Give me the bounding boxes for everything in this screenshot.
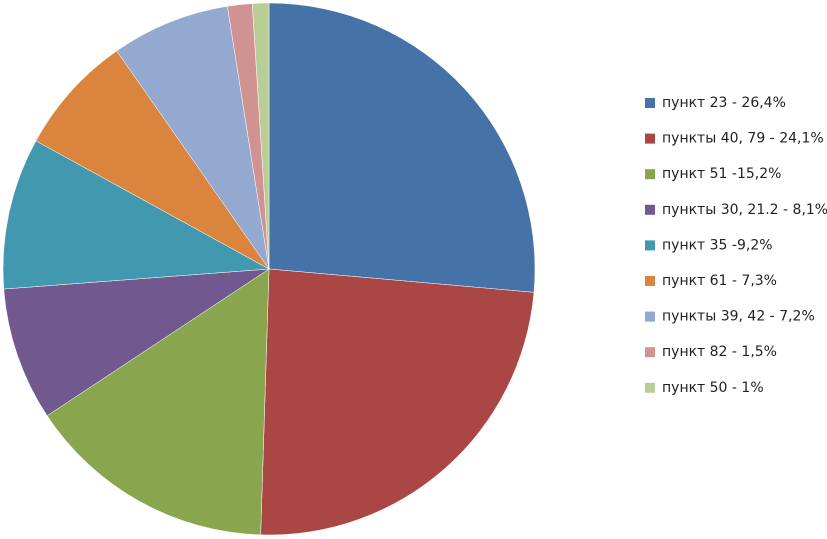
legend-label: пункт 23 - 26,4%: [662, 95, 786, 111]
pie-slice: [2, 140, 270, 290]
legend-swatch: [645, 347, 655, 358]
legend-label: пункт 82 - 1,5%: [662, 344, 777, 360]
pie-slice: [268, 2, 536, 293]
legend-label: пункт 50 - 1%: [662, 380, 764, 396]
legend-label: пункт 35 -9,2%: [662, 237, 773, 253]
pie-slice: [3, 268, 270, 417]
pie-slice: [46, 268, 270, 536]
legend-swatch: [645, 240, 655, 251]
pie-slice: [35, 50, 270, 270]
legend-label: пункт 51 -15,2%: [662, 166, 781, 182]
legend-swatch: [645, 98, 655, 108]
legend-swatch: [645, 311, 655, 322]
legend-swatch: [645, 276, 655, 286]
legend-swatch: [645, 382, 655, 393]
legend-label: пункт 61 - 7,3%: [662, 273, 777, 289]
pie-slice: [260, 268, 535, 536]
legend-swatch: [645, 204, 655, 215]
legend-swatch: [645, 133, 655, 144]
legend-label: пункты 30, 21.2 - 8,1%: [662, 202, 827, 218]
legend-swatch: [645, 169, 655, 180]
pie-slice: [252, 2, 270, 270]
pie-slice: [116, 5, 270, 270]
legend-label: пункты 40, 79 - 24,1%: [662, 131, 824, 147]
legend-label: пункты 39, 42 - 7,2%: [662, 309, 815, 325]
